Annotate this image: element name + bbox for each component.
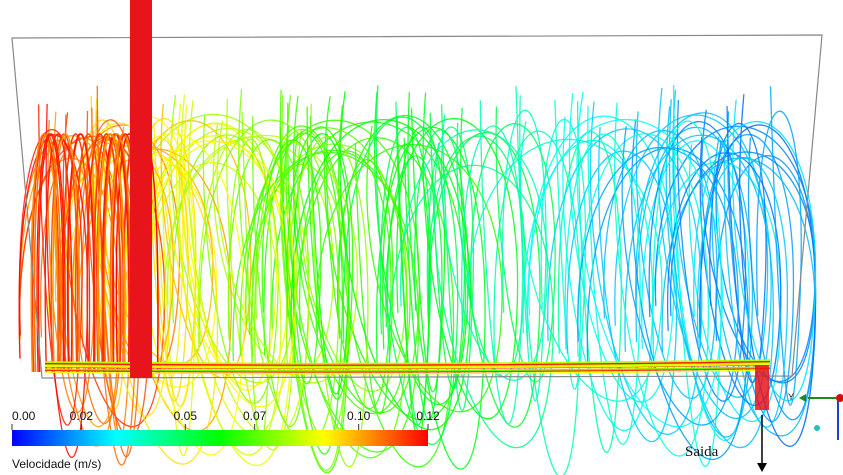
colorbar-tick-label: 0.10 (347, 409, 371, 423)
colorbar-title: Velocidade (m/s) (12, 457, 101, 471)
outlet-arrowhead (757, 463, 767, 472)
outlet-pipe (755, 365, 769, 410)
axis-y-head (799, 394, 806, 402)
inlet-pipe (130, 0, 152, 378)
streamline (653, 85, 721, 466)
colorbar-tick-label: 0.05 (174, 409, 198, 423)
colorbar-tick-label: 0.12 (416, 409, 440, 423)
cfd-scene: 0.00 0.02 0.05 0.07 0.10 0.12 Velocidade (m/s… (0, 0, 843, 475)
colorbar (12, 430, 428, 446)
outlet-label: Saida (685, 444, 719, 460)
axis-label: Y (788, 392, 794, 402)
colorbar-tick-label: 0.07 (243, 409, 267, 423)
colorbar-tick-label: 0.02 (70, 409, 94, 423)
axis-origin (814, 425, 820, 431)
colorbar-tick-label: 0.00 (12, 409, 36, 423)
